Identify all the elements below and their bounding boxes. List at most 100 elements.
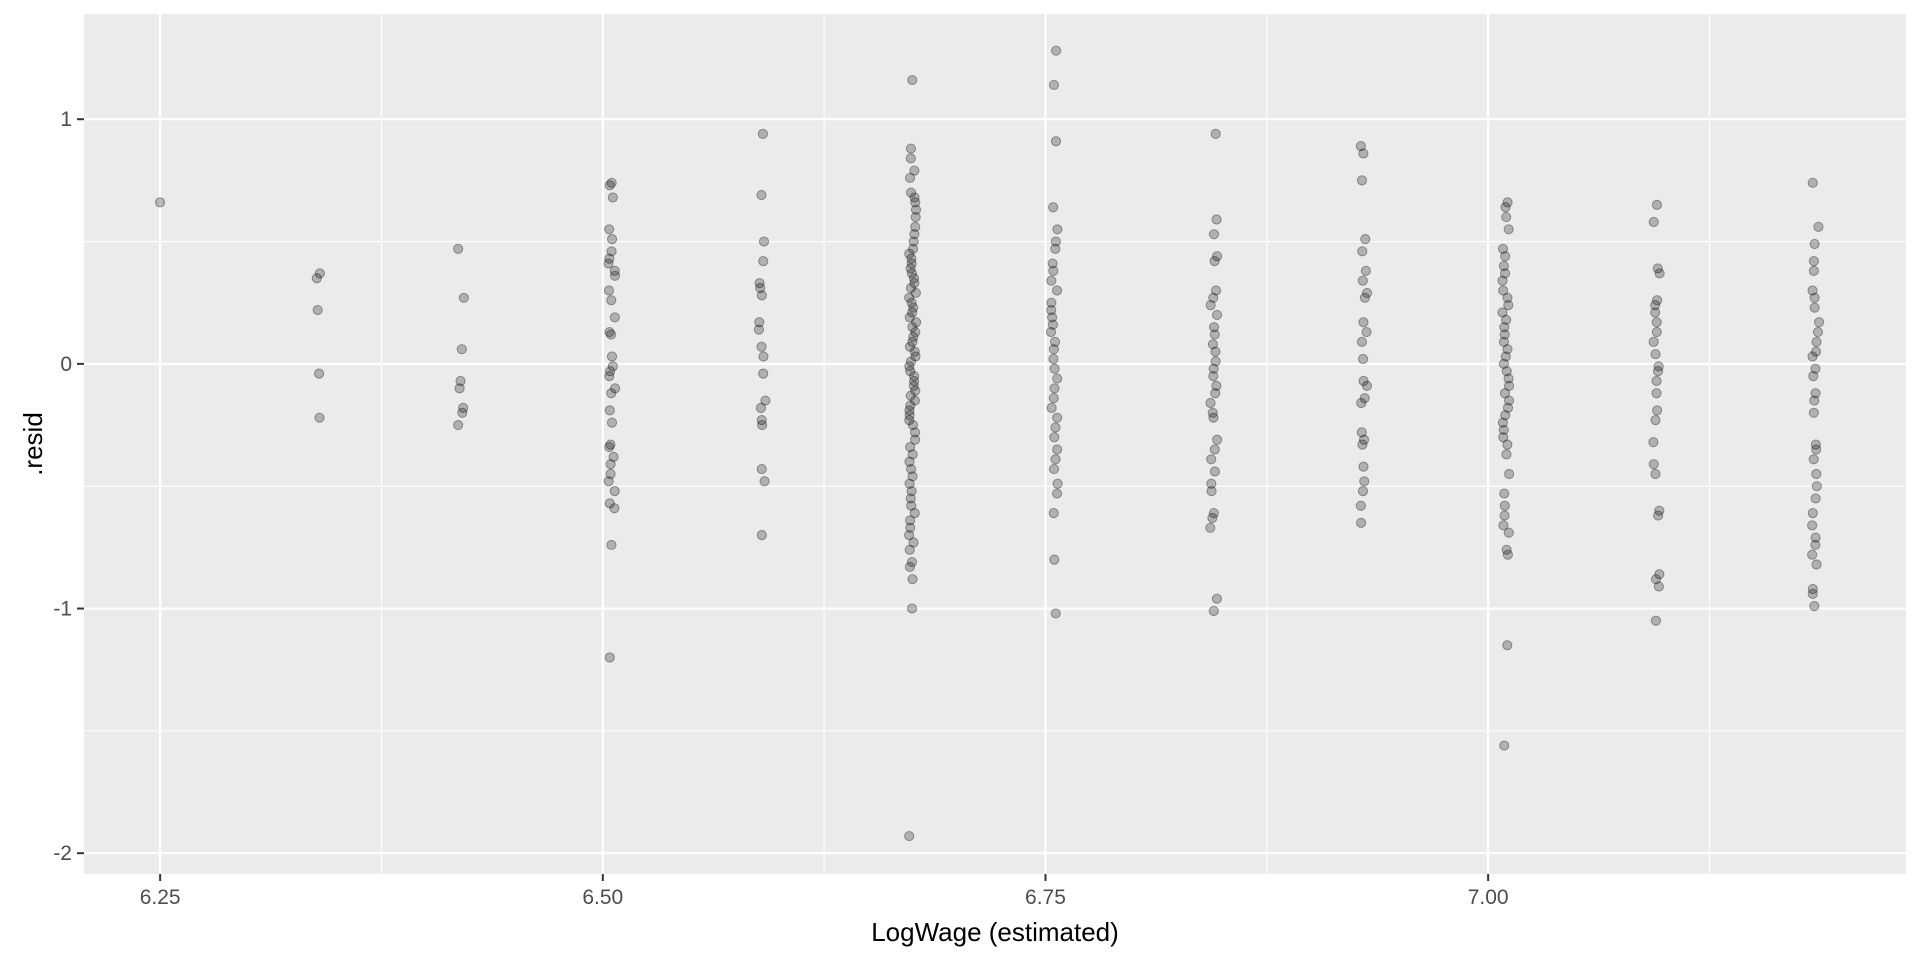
data-point [1051,285,1063,296]
data-point [904,341,916,352]
data-point [1653,581,1665,592]
data-point [1652,405,1663,416]
data-point [607,192,618,203]
data-point [1049,363,1060,374]
data-point [609,312,620,323]
data-point [1357,485,1369,497]
data-point [609,270,621,281]
data-point [1355,517,1367,529]
data-point [905,187,917,198]
data-point [1209,256,1220,267]
data-point [1501,366,1512,377]
data-point [154,197,166,208]
data-point [1050,608,1061,619]
data-point [1048,202,1059,213]
data-point [1502,344,1513,355]
data-point [1498,432,1509,443]
data-point [1500,251,1511,262]
data-point [1811,481,1822,492]
data-point [454,383,465,394]
data-point [1502,439,1513,450]
data-point [604,441,615,453]
data-point [1356,336,1368,347]
data-point [1048,353,1059,365]
data-point [1356,427,1367,438]
y-tick-label: -2 [53,842,72,865]
data-point [1355,141,1366,152]
data-point [909,427,921,438]
data-point [1046,275,1057,286]
data-point [1654,268,1665,279]
data-point [907,243,919,254]
data-point [1499,500,1510,511]
x-tick-label: 7.00 [1468,886,1509,909]
data-point [313,368,325,379]
data-point [1047,258,1058,269]
data-point [1050,422,1061,433]
data-point [1807,285,1818,296]
data-point [910,287,921,299]
data-point [1048,463,1060,475]
data-point [1208,363,1219,374]
data-point [910,351,921,362]
data-point [907,574,918,585]
data-point [911,317,922,328]
data-point [606,177,617,188]
data-point [1808,407,1819,418]
data-point [603,258,614,269]
data-point [1047,319,1059,330]
data-point [905,366,916,377]
data-point [1206,485,1217,497]
data-point [1809,238,1820,250]
data-point [1648,437,1659,448]
data-point [1052,478,1063,489]
minor-gridlines [84,14,1906,874]
data-point [605,459,616,470]
data-point [904,456,915,467]
data-point [756,341,767,352]
data-point [756,290,767,301]
data-point [456,344,467,355]
data-point [604,224,615,235]
data-point [908,273,920,284]
x-tick-label: 6.25 [140,886,181,909]
data-point [905,390,916,401]
data-point [1205,522,1216,533]
data-point [1810,388,1821,399]
data-point [904,515,916,526]
data-point [906,556,918,568]
data-point [604,405,615,416]
data-point [904,248,915,259]
data-point [606,351,618,362]
data-point [606,295,617,306]
data-point [905,493,916,504]
data-point [609,383,621,394]
data-point [1500,410,1511,421]
data-point [1208,322,1220,333]
data-point [905,441,916,453]
data-point [753,324,765,335]
data-point [1653,361,1664,372]
data-point [1503,300,1514,311]
data-point [1498,336,1510,347]
data-point [908,375,920,387]
data-point [1048,508,1059,519]
data-point [905,153,916,164]
data-point [1651,375,1662,387]
data-point [910,385,921,396]
data-point [1811,444,1822,455]
data-point [1211,309,1223,321]
data-point [1807,583,1818,595]
data-point [906,500,917,511]
data-point [1498,358,1510,369]
data-point [907,449,918,460]
data-point [904,561,915,573]
data-point [1210,128,1221,139]
data-point [904,405,915,416]
data-point [455,375,466,387]
data-point [1208,605,1219,617]
data-point [1358,461,1369,472]
data-point [606,246,617,257]
data-point [1212,434,1223,445]
data-point [314,412,325,423]
